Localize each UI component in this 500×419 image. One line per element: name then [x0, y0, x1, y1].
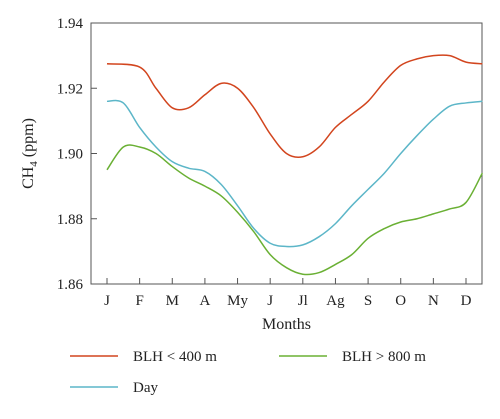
ticks-layer: J F M A My J Jl Ag S O N D 1.86 1.88 1.90 1.92 1.94 — [57, 16, 472, 309]
legend-label-blh-high: BLH > 800 m — [342, 349, 426, 365]
series-line-day — [106, 99, 483, 248]
legend-label-day: Day — [133, 380, 158, 396]
x-tick-label: Ag — [326, 293, 345, 309]
y-axis-title-main: CH — [20, 166, 37, 189]
y-axis-title: CH4 (ppm) — [20, 118, 40, 189]
series-line-blh-high — [106, 144, 483, 276]
x-tick-label: S — [364, 293, 372, 309]
x-tick-label: M — [166, 293, 179, 309]
legend-item-day: Day — [70, 380, 158, 396]
plot-area: J F M A My J Jl Ag S O N D 1.86 1.88 1.90 1.92 1.94 — [57, 16, 483, 309]
x-tick-label: A — [199, 293, 210, 309]
y-tick-label: 1.94 — [57, 16, 84, 32]
series-line-blh-low — [106, 54, 483, 158]
y-tick-label: 1.90 — [57, 147, 83, 163]
y-axis-title-subscript: 4 — [28, 161, 40, 167]
x-tick-label: My — [227, 293, 248, 309]
x-tick-label: O — [395, 293, 406, 309]
y-axis-title-unit: (ppm) — [20, 118, 37, 161]
x-tick-label: Jl — [298, 293, 308, 309]
y-tick-label: 1.86 — [57, 277, 84, 293]
x-axis-title: Months — [262, 316, 311, 333]
x-tick-label: D — [461, 293, 472, 309]
legend-label-blh-low: BLH < 400 m — [133, 349, 217, 365]
series-layer — [106, 54, 483, 276]
legend-item-blh-high: BLH > 800 m — [279, 349, 426, 365]
y-tick-label: 1.92 — [57, 81, 83, 97]
y-tick-label: 1.88 — [57, 212, 83, 228]
legend-item-blh-low: BLH < 400 m — [70, 349, 217, 365]
x-tick-label: F — [135, 293, 143, 309]
x-tick-label: J — [104, 293, 110, 309]
x-tick-label: N — [428, 293, 439, 309]
legend: BLH < 400 m Day BLH > 800 m — [70, 349, 426, 396]
x-tick-label: J — [267, 293, 273, 309]
